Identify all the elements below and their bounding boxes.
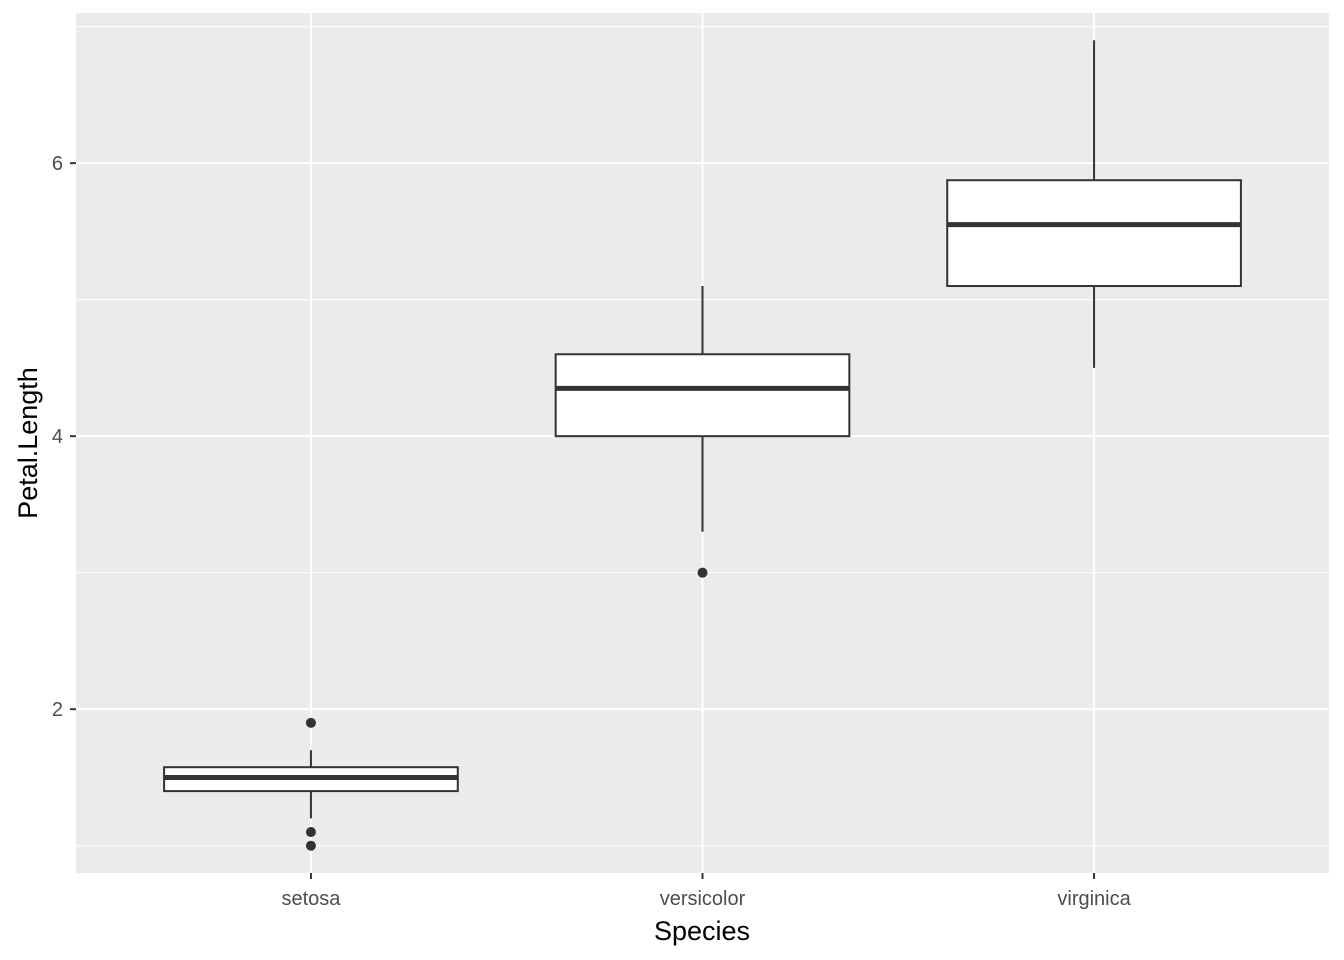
box-versicolor <box>554 286 851 578</box>
x-tick-label: virginica <box>1057 888 1131 910</box>
y-axis: 2 4 6 <box>52 153 76 721</box>
x-axis-title: Species <box>654 916 750 946</box>
x-axis: setosa versicolor virginica <box>281 873 1132 910</box>
box-setosa <box>163 717 459 851</box>
boxes-layer <box>163 40 1242 851</box>
box-iqr <box>554 353 851 438</box>
y-axis-title: Petal.Length <box>13 367 43 519</box>
box-iqr <box>946 179 1242 288</box>
y-tick-label: 6 <box>52 153 63 175</box>
outlier-point <box>697 567 708 578</box>
outlier-point <box>305 840 316 851</box>
outlier-point <box>305 717 316 728</box>
x-tick-label: setosa <box>281 888 341 910</box>
y-tick-label: 2 <box>52 699 63 721</box>
y-tick-label: 4 <box>52 426 63 448</box>
box-virginica <box>946 40 1242 368</box>
outlier-point <box>305 827 316 838</box>
x-tick-label: versicolor <box>660 888 746 910</box>
